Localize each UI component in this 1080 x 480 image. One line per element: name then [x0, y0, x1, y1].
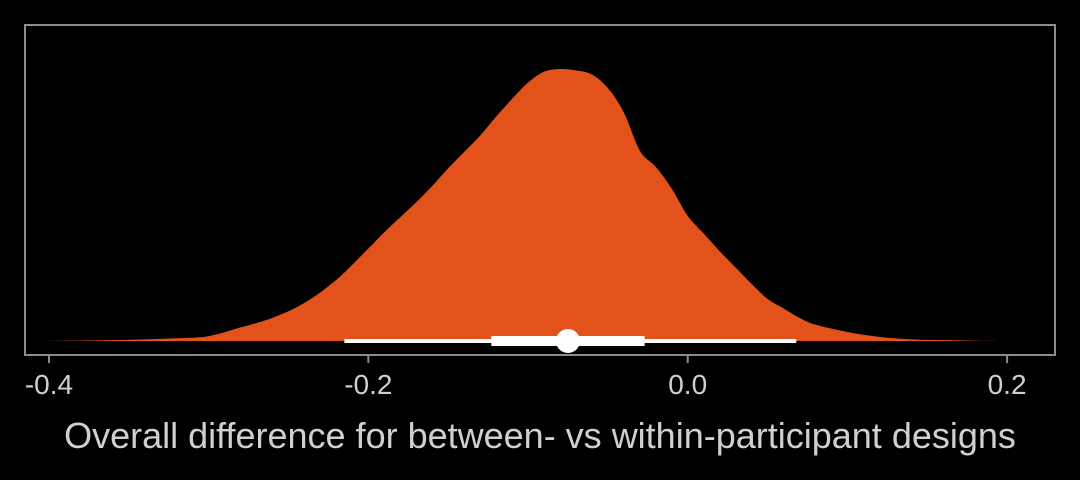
interval-layer	[344, 329, 797, 353]
x-tick-label: -0.4	[25, 369, 73, 400]
x-axis-title: Overall difference for between- vs withi…	[64, 415, 1016, 456]
panel-border	[24, 24, 1056, 356]
x-tick-label: 0.0	[668, 369, 707, 400]
density-area	[48, 68, 1008, 341]
x-tick-label: 0.2	[988, 369, 1027, 400]
density-layer	[48, 68, 1008, 341]
point-estimate	[555, 329, 580, 353]
x-tick-label: -0.2	[344, 369, 392, 400]
x-axis: -0.4 -0.2 0.0 0.2	[25, 355, 1027, 400]
